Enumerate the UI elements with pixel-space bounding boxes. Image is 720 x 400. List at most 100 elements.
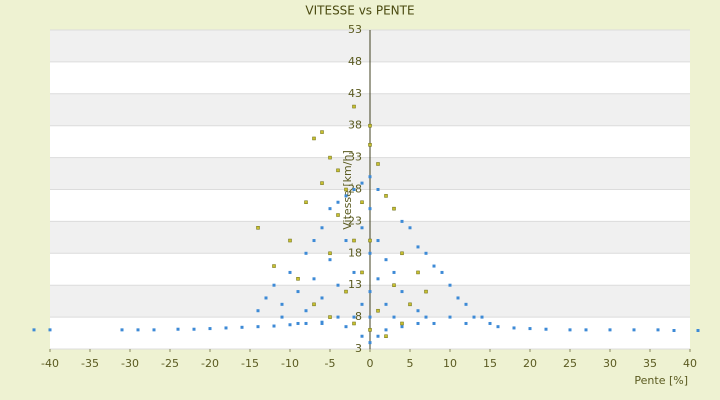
point bbox=[312, 239, 316, 243]
point bbox=[240, 325, 244, 329]
point bbox=[424, 251, 428, 255]
y-tick-label: 8 bbox=[355, 310, 362, 323]
point bbox=[312, 302, 316, 307]
point bbox=[360, 181, 364, 185]
point bbox=[416, 270, 420, 275]
point bbox=[400, 219, 404, 223]
point bbox=[296, 321, 300, 325]
point bbox=[416, 321, 420, 325]
point bbox=[264, 296, 268, 300]
point bbox=[344, 187, 348, 192]
point bbox=[528, 327, 532, 331]
y-tick-label: 53 bbox=[348, 23, 362, 36]
point bbox=[304, 200, 308, 205]
point bbox=[488, 321, 492, 325]
point bbox=[440, 270, 444, 274]
point bbox=[272, 264, 276, 268]
point bbox=[208, 327, 212, 331]
point bbox=[336, 213, 340, 217]
point bbox=[584, 328, 588, 332]
x-tick-label: 5 bbox=[407, 357, 414, 370]
x-tick-label: -10 bbox=[281, 357, 299, 370]
point bbox=[256, 226, 260, 230]
point bbox=[608, 328, 612, 332]
point bbox=[328, 207, 332, 211]
point bbox=[672, 328, 676, 332]
point bbox=[192, 327, 196, 331]
point bbox=[696, 328, 700, 332]
point bbox=[320, 321, 324, 325]
x-tick-label: -40 bbox=[41, 357, 59, 370]
point bbox=[632, 328, 636, 332]
point bbox=[368, 175, 372, 179]
point bbox=[424, 289, 428, 294]
point bbox=[352, 104, 356, 109]
point bbox=[344, 239, 348, 243]
point bbox=[336, 200, 340, 204]
point bbox=[304, 251, 308, 255]
point bbox=[384, 334, 388, 338]
point bbox=[400, 325, 404, 329]
x-tick-label: 0 bbox=[367, 357, 374, 370]
point bbox=[392, 283, 396, 287]
point bbox=[544, 327, 548, 331]
point bbox=[120, 328, 124, 332]
point bbox=[368, 251, 372, 255]
point bbox=[368, 315, 372, 319]
point bbox=[464, 302, 468, 306]
point bbox=[336, 315, 340, 319]
point bbox=[368, 143, 372, 147]
point bbox=[376, 334, 380, 338]
point bbox=[328, 315, 332, 319]
point bbox=[288, 270, 292, 274]
x-tick-label: -30 bbox=[121, 357, 139, 370]
point bbox=[296, 277, 300, 281]
point bbox=[384, 302, 388, 306]
point bbox=[328, 155, 332, 160]
point bbox=[464, 321, 468, 325]
point bbox=[296, 290, 300, 294]
point bbox=[392, 315, 396, 319]
point bbox=[448, 283, 452, 287]
point bbox=[376, 162, 380, 166]
point bbox=[408, 226, 412, 230]
point bbox=[392, 206, 396, 211]
point bbox=[432, 264, 436, 268]
point bbox=[288, 323, 292, 327]
point bbox=[384, 194, 388, 198]
point bbox=[496, 325, 500, 329]
point bbox=[432, 321, 436, 325]
point bbox=[152, 328, 156, 332]
point bbox=[376, 188, 380, 191]
point bbox=[392, 270, 396, 274]
point bbox=[368, 207, 372, 211]
point bbox=[328, 258, 332, 262]
point bbox=[512, 326, 516, 330]
y-tick-label: 38 bbox=[348, 119, 362, 132]
x-tick-label: 15 bbox=[483, 357, 497, 370]
point bbox=[48, 328, 52, 332]
point bbox=[376, 277, 380, 281]
point bbox=[336, 168, 340, 173]
point bbox=[424, 315, 428, 319]
point bbox=[304, 321, 308, 325]
point bbox=[360, 226, 364, 230]
point bbox=[320, 296, 324, 300]
y-tick-label: 18 bbox=[348, 246, 362, 259]
point bbox=[136, 328, 140, 332]
point bbox=[376, 239, 380, 243]
point bbox=[280, 315, 284, 319]
point bbox=[352, 188, 356, 191]
x-tick-label: -20 bbox=[201, 357, 219, 370]
point bbox=[416, 245, 420, 249]
point bbox=[368, 328, 372, 332]
point bbox=[224, 326, 228, 330]
point bbox=[352, 270, 356, 274]
point bbox=[368, 238, 372, 243]
point bbox=[312, 277, 316, 281]
point bbox=[320, 181, 324, 185]
point bbox=[360, 334, 364, 338]
point bbox=[352, 238, 356, 243]
point bbox=[448, 315, 452, 319]
point bbox=[320, 226, 324, 230]
